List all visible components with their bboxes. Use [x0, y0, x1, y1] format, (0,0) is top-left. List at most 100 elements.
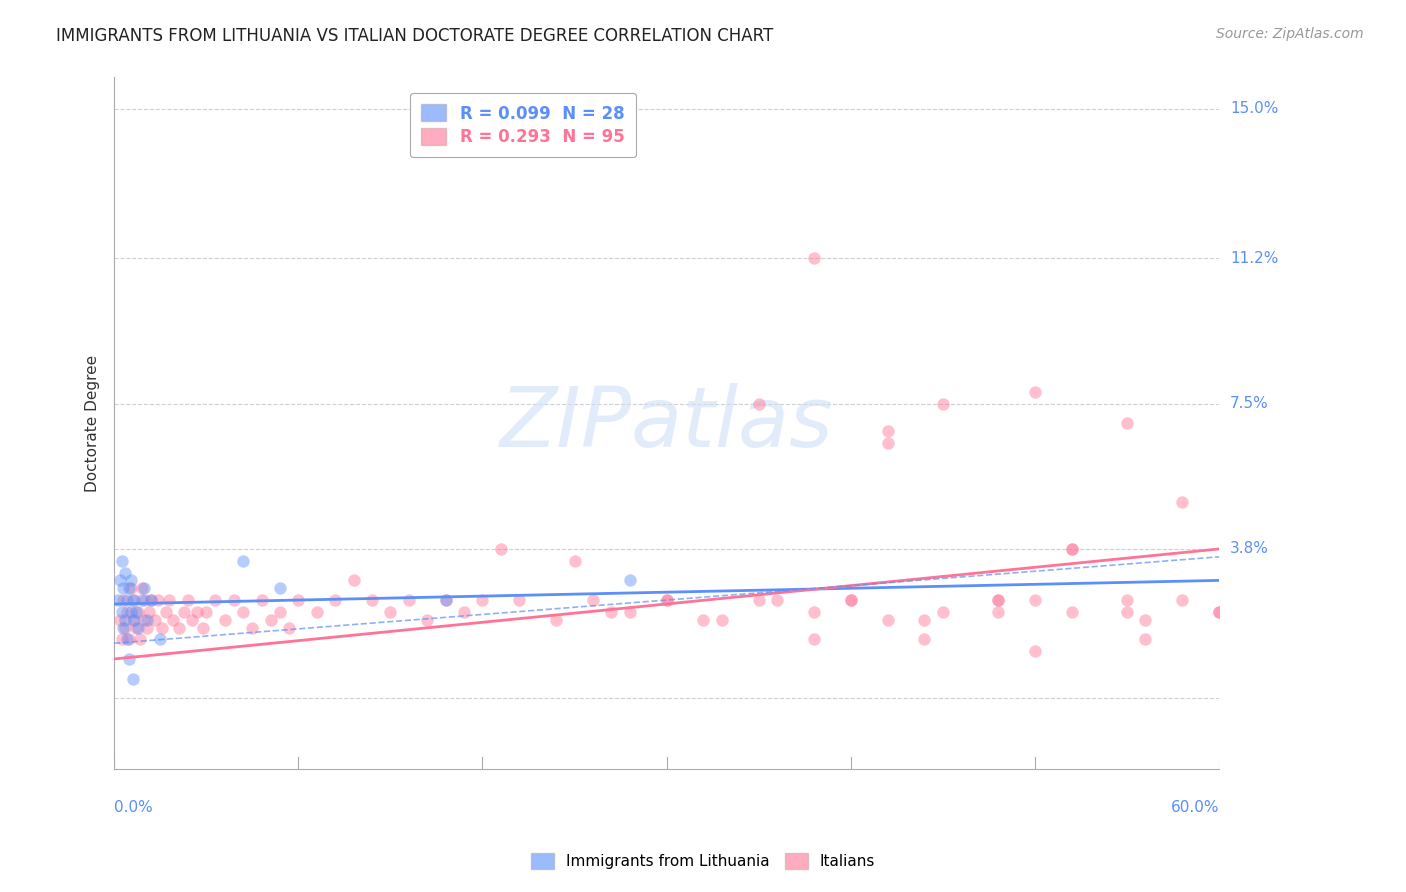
Point [803, 251, 825, 265]
Point [134, 593, 156, 607]
Point [110, 632, 132, 647]
Point [839, 593, 862, 607]
Point [1135, 632, 1157, 647]
Point [125, 605, 148, 619]
Point [305, 605, 328, 619]
Point [987, 593, 1010, 607]
Point [162, 613, 184, 627]
Point [150, 621, 173, 635]
Point [1060, 541, 1083, 556]
Point [114, 613, 136, 627]
Point [380, 605, 402, 619]
Point [110, 605, 132, 619]
Text: 15.0%: 15.0% [1230, 102, 1278, 116]
Point [148, 593, 170, 607]
Point [434, 593, 457, 607]
Point [131, 581, 153, 595]
Point [143, 613, 166, 627]
Point [124, 593, 146, 607]
Point [139, 593, 162, 607]
Point [118, 581, 141, 595]
Point [619, 605, 641, 619]
Point [131, 593, 153, 607]
Point [489, 541, 512, 556]
Point [121, 672, 143, 686]
Point [125, 621, 148, 635]
Point [398, 593, 420, 607]
Y-axis label: Doctorate Degree: Doctorate Degree [86, 355, 100, 491]
Point [876, 435, 898, 450]
Point [748, 593, 770, 607]
Point [1171, 593, 1194, 607]
Point [115, 632, 138, 647]
Point [269, 605, 291, 619]
Point [155, 605, 177, 619]
Point [655, 593, 678, 607]
Point [546, 613, 568, 627]
Point [748, 396, 770, 410]
Point [582, 593, 605, 607]
Point [167, 621, 190, 635]
Point [912, 632, 935, 647]
Text: IMMIGRANTS FROM LITHUANIA VS ITALIAN DOCTORATE DEGREE CORRELATION CHART: IMMIGRANTS FROM LITHUANIA VS ITALIAN DOC… [56, 27, 773, 45]
Point [107, 593, 129, 607]
Point [1116, 416, 1139, 430]
Point [1024, 644, 1046, 658]
Point [987, 593, 1010, 607]
Point [120, 574, 142, 588]
Point [1135, 613, 1157, 627]
Point [186, 605, 208, 619]
Point [114, 621, 136, 635]
Point [876, 424, 898, 438]
Point [260, 613, 283, 627]
Point [1060, 605, 1083, 619]
Text: 11.2%: 11.2% [1230, 251, 1278, 266]
Point [932, 396, 955, 410]
Point [129, 632, 152, 647]
Point [136, 621, 159, 635]
Point [177, 593, 200, 607]
Point [180, 613, 202, 627]
Point [118, 652, 141, 666]
Text: ZIPatlas: ZIPatlas [499, 383, 834, 464]
Point [127, 605, 149, 619]
Point [1208, 605, 1230, 619]
Point [1208, 605, 1230, 619]
Point [912, 613, 935, 627]
Point [803, 605, 825, 619]
Text: 60.0%: 60.0% [1171, 799, 1219, 814]
Point [121, 593, 143, 607]
Legend: R = 0.099  N = 28, R = 0.293  N = 95: R = 0.099 N = 28, R = 0.293 N = 95 [409, 93, 636, 157]
Point [173, 605, 195, 619]
Text: 7.5%: 7.5% [1230, 396, 1268, 411]
Point [250, 593, 273, 607]
Point [434, 593, 457, 607]
Point [361, 593, 384, 607]
Point [136, 613, 159, 627]
Point [120, 605, 142, 619]
Point [232, 605, 254, 619]
Point [112, 621, 135, 635]
Point [138, 605, 160, 619]
Point [139, 593, 162, 607]
Text: 3.8%: 3.8% [1230, 541, 1270, 557]
Point [564, 554, 586, 568]
Point [1171, 495, 1194, 509]
Point [987, 605, 1010, 619]
Point [124, 613, 146, 627]
Point [112, 581, 135, 595]
Point [453, 605, 475, 619]
Point [710, 613, 733, 627]
Point [115, 605, 138, 619]
Point [118, 632, 141, 647]
Point [471, 593, 494, 607]
Point [839, 593, 862, 607]
Point [222, 593, 245, 607]
Point [110, 554, 132, 568]
Point [876, 613, 898, 627]
Point [195, 605, 218, 619]
Point [149, 632, 172, 647]
Point [342, 574, 364, 588]
Point [600, 605, 623, 619]
Point [1116, 593, 1139, 607]
